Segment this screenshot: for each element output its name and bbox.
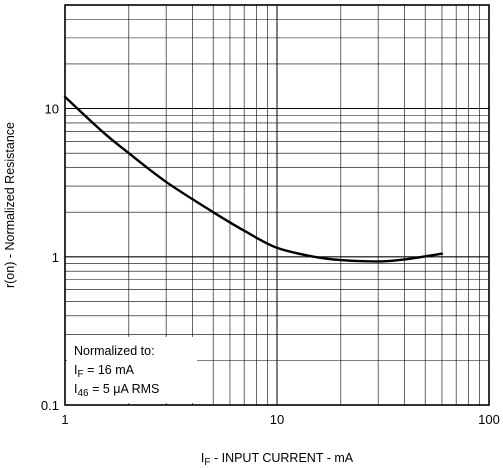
normalization-note: Normalized to: IF = 16 mA I46 = 5 μA RMS (67, 337, 197, 403)
y-tick-label: 1 (52, 250, 59, 265)
x-tick-label: 10 (270, 412, 284, 427)
y-tick-label: 0.1 (41, 398, 59, 413)
grid (65, 5, 489, 405)
series-layer (63, 95, 444, 263)
y-tick-labels: 0.1 1 10 (41, 102, 59, 413)
note-line-3: I46 = 5 μA RMS (74, 382, 159, 399)
y-axis-title: r(on) - Normalized Resistance (3, 122, 17, 288)
x-tick-label: 100 (478, 412, 500, 427)
x-tick-labels: 1 10 100 (61, 412, 499, 427)
plot-frame (64, 4, 490, 406)
y-tick-label: 10 (45, 102, 59, 117)
resistance-curve (63, 95, 444, 263)
x-axis-title: IF - INPUT CURRENT - mA (201, 451, 354, 468)
note-line-2: IF = 16 mA (74, 363, 135, 380)
note-background (67, 337, 197, 403)
note-line-1: Normalized to: (74, 344, 155, 358)
x-tick-label: 1 (61, 412, 68, 427)
